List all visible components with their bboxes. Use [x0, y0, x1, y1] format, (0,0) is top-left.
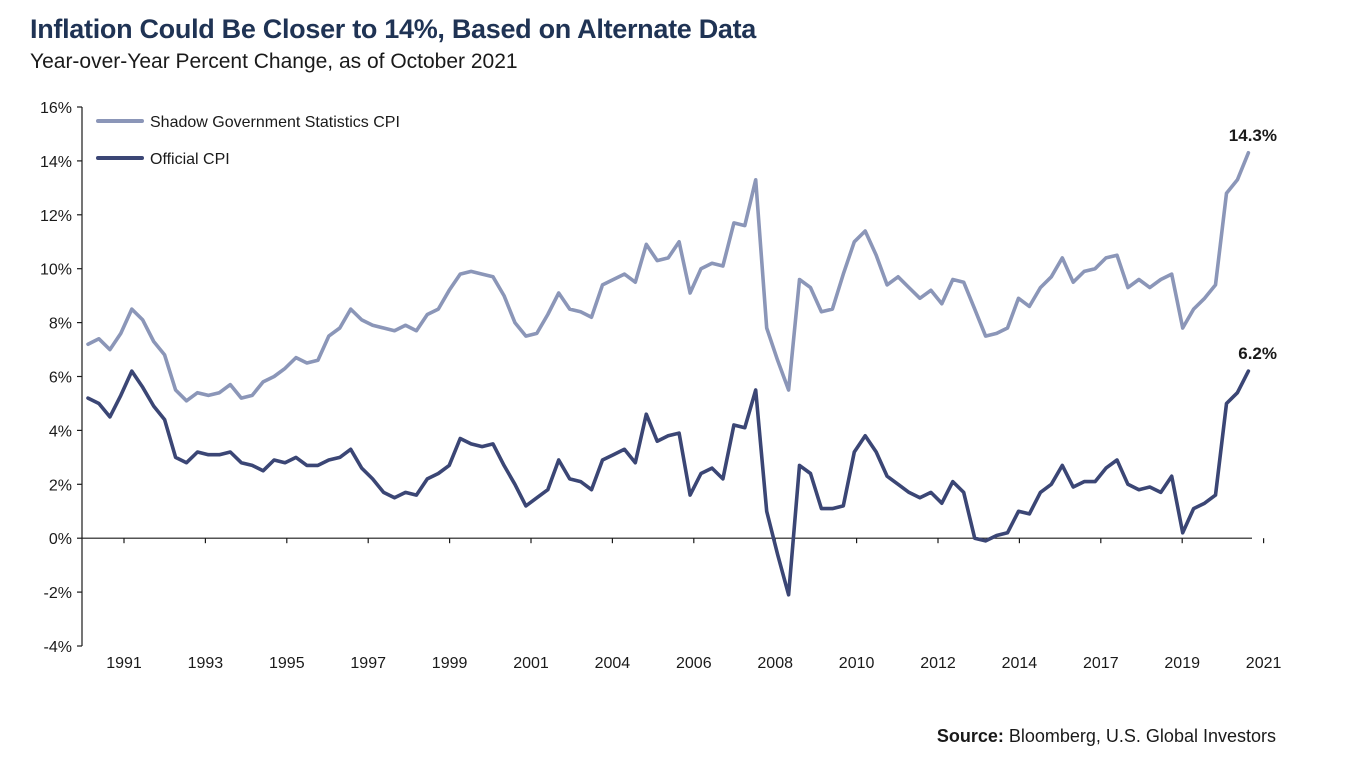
legend: Shadow Government Statistics CPI Official… [96, 114, 400, 168]
x-tick-label: 2019 [1164, 655, 1200, 672]
official-cpi-line [86, 369, 1251, 597]
y-axis: 16% 14% 12% 10% 8% 6% 4% 2% 0% -2% -4% [40, 100, 83, 656]
source-label: Source: [936, 726, 1004, 746]
y-tick-label: -4% [44, 639, 72, 656]
x-tick-label: 1993 [188, 655, 224, 672]
series-group [86, 151, 1251, 597]
x-tick-label: 2014 [1002, 655, 1038, 672]
y-tick-label: 4% [49, 423, 72, 440]
x-tick-label: 2012 [920, 655, 956, 672]
legend-item-shadow-cpi: Shadow Government Statistics CPI [96, 114, 400, 131]
x-tick-label: 2008 [757, 655, 793, 672]
x-tick-label: 2017 [1083, 655, 1119, 672]
shadow-cpi-line [86, 151, 1251, 403]
x-tick-label: 2001 [513, 655, 549, 672]
legend-label: Shadow Government Statistics CPI [150, 114, 400, 131]
y-tick-label: -2% [44, 585, 72, 602]
end-label-shadow-cpi: 14.3% [1229, 126, 1277, 145]
x-tick-label: 2010 [839, 655, 875, 672]
x-tick-label: 1991 [106, 655, 142, 672]
chart-subtitle: Year-over-Year Percent Change, as of Oct… [30, 50, 518, 73]
x-tick-label: 2021 [1246, 655, 1282, 672]
x-tick-label: 1999 [432, 655, 468, 672]
x-tick-label: 1995 [269, 655, 305, 672]
y-tick-label: 16% [40, 100, 72, 117]
source-note: Source: Bloomberg, U.S. Global Investors [937, 726, 1276, 747]
annotations: 14.3% 6.2% [1229, 126, 1277, 363]
end-label-official-cpi: 6.2% [1238, 344, 1277, 363]
y-tick-label: 10% [40, 262, 72, 279]
chart-title: Inflation Could Be Closer to 14%, Based … [30, 14, 757, 44]
y-tick-label: 8% [49, 316, 72, 333]
x-tick-label: 2004 [595, 655, 631, 672]
y-tick-label: 0% [49, 531, 72, 548]
y-tick-label: 14% [40, 154, 72, 171]
x-tick-label: 2006 [676, 655, 712, 672]
source-text: Bloomberg, U.S. Global Investors [1003, 726, 1276, 746]
y-tick-label: 2% [49, 477, 72, 494]
y-tick-label: 12% [40, 208, 72, 225]
x-tick-label: 1997 [350, 655, 386, 672]
legend-item-official-cpi: Official CPI [96, 151, 230, 168]
legend-label: Official CPI [150, 151, 230, 168]
x-axis: 1991 1993 1995 1997 1999 2001 2004 2006 2008 2010… [82, 537, 1282, 672]
y-tick-label: 6% [49, 370, 72, 387]
